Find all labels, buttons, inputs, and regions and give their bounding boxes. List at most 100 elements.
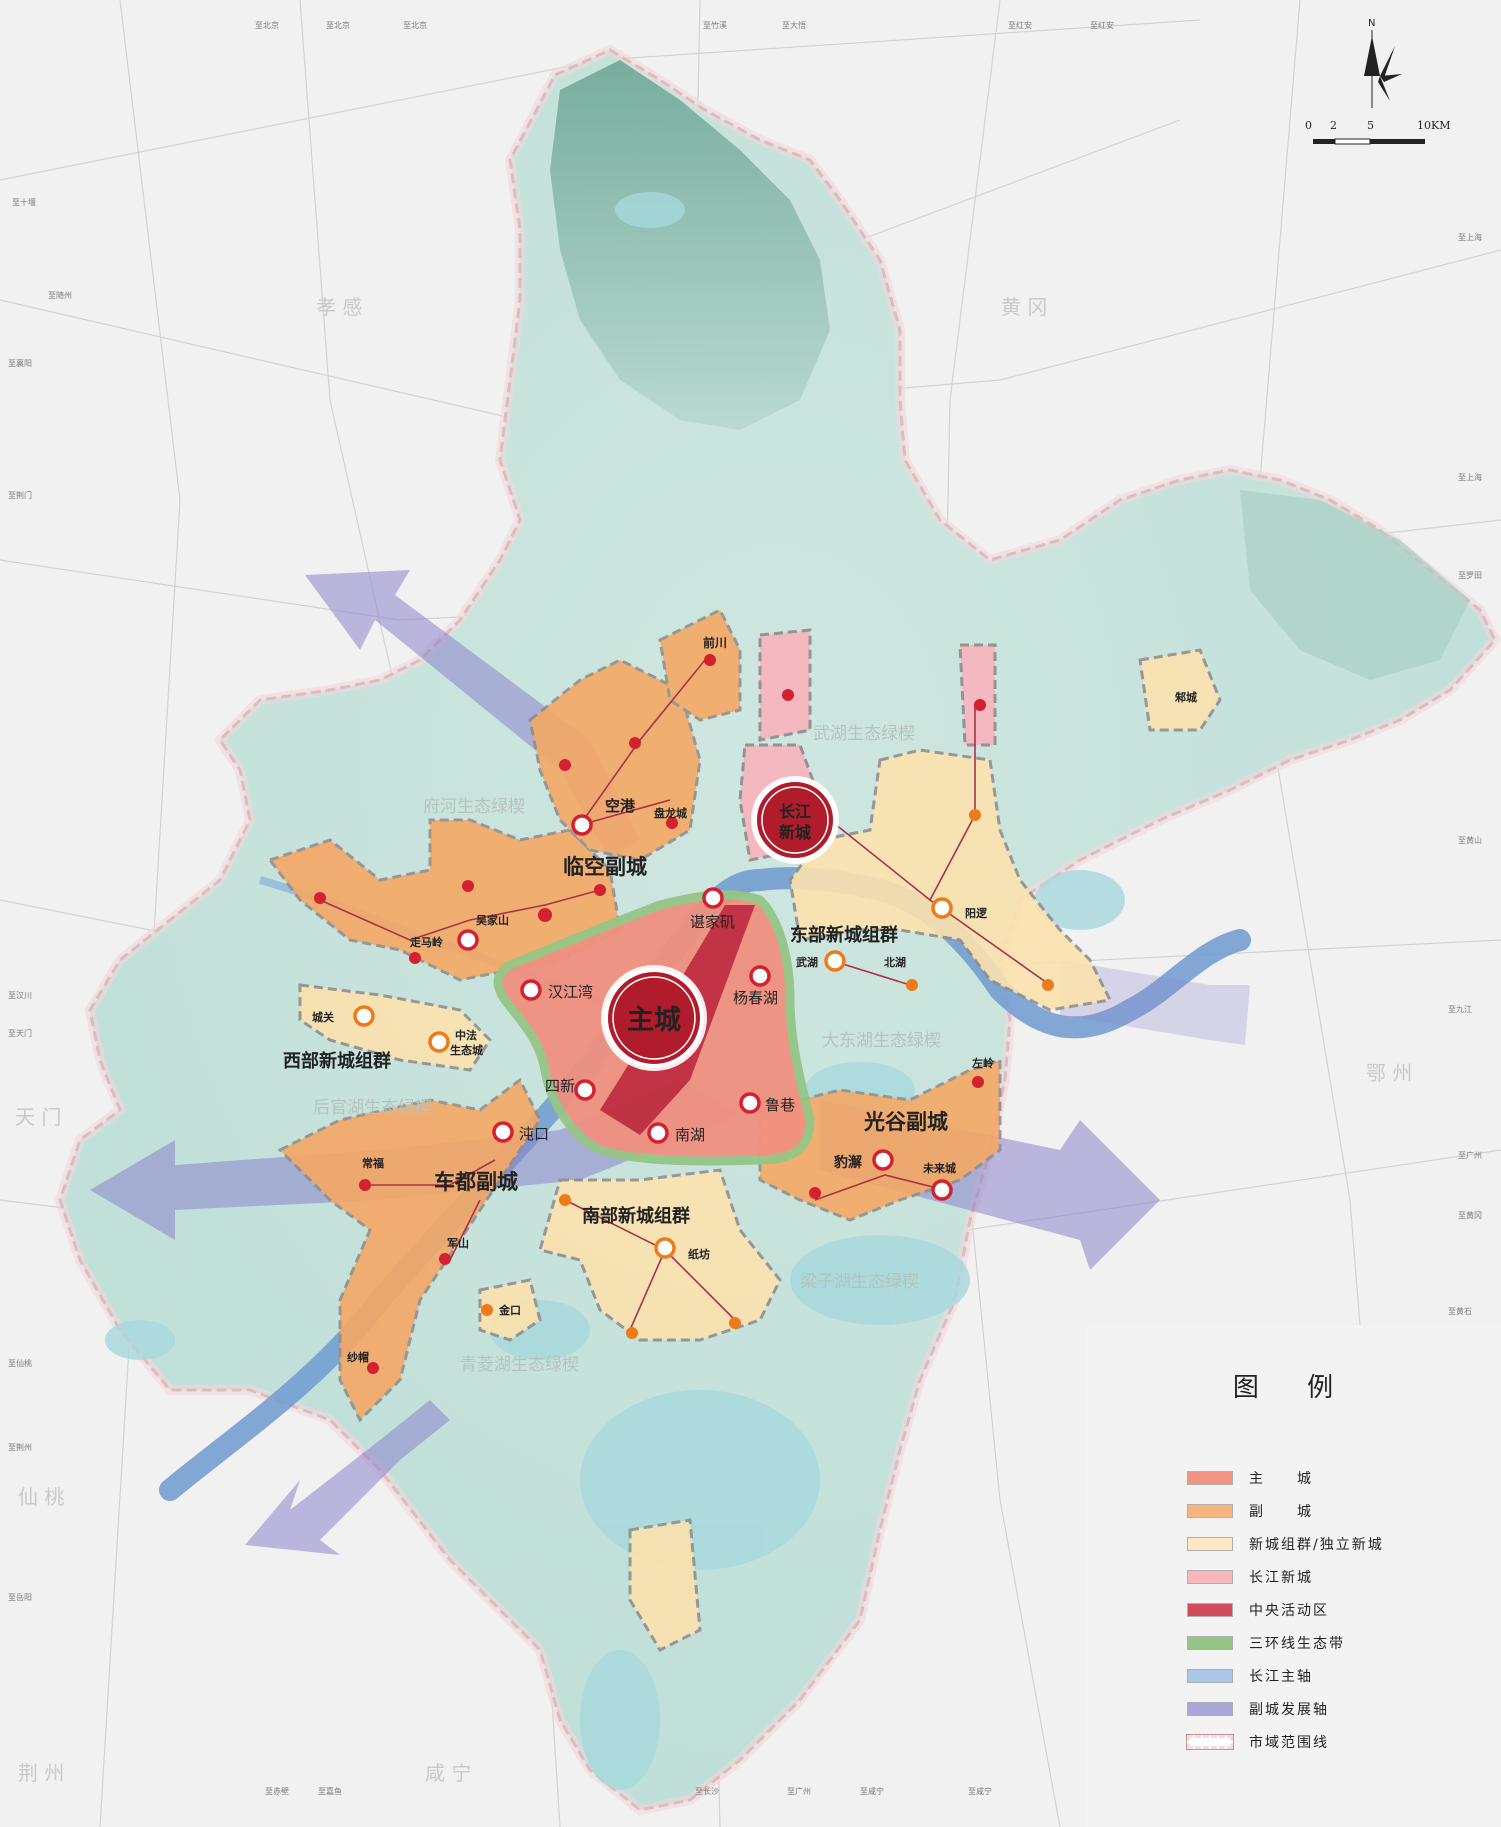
lakes bbox=[105, 192, 1125, 1790]
northern-mountains bbox=[550, 60, 830, 430]
edge-w4: 至襄阳 bbox=[8, 358, 32, 368]
edge-n5: 至大悟 bbox=[782, 20, 806, 30]
linkong-subcity-area bbox=[267, 818, 622, 982]
edge-e8: 至黄石 bbox=[1448, 1306, 1472, 1316]
region-xiaogan: 孝 感 bbox=[316, 295, 362, 319]
wedge-houguanhu: 后官湖生态绿楔 bbox=[313, 1098, 432, 1118]
green-wedge-labels: 府河生态绿楔 武湖生态绿楔 大东湖生态绿楔 后官湖生态绿楔 梁子湖生态绿楔 青菱… bbox=[313, 724, 941, 1375]
boundary-halo bbox=[54, 44, 1501, 1816]
orange-ring-nodes bbox=[353, 897, 953, 1259]
red-ring-nodes bbox=[457, 814, 953, 1201]
edge-s6: 至广州 bbox=[787, 1786, 811, 1796]
south-cluster-label: 南部新城组群 bbox=[582, 1205, 690, 1227]
legend-swatch bbox=[1187, 1636, 1233, 1650]
region-ezhou: 鄂 州 bbox=[1366, 1061, 1412, 1085]
edge-w3: 至荆门 bbox=[8, 490, 32, 500]
edge-n7: 至红安 bbox=[1090, 20, 1114, 30]
place-jinkou: 金口 bbox=[498, 1303, 521, 1317]
legend-swatch bbox=[1187, 1537, 1233, 1551]
edge-e2: 至上海 bbox=[1458, 472, 1482, 482]
main-city-label: 主城 bbox=[627, 1005, 681, 1036]
place-junshan: 军山 bbox=[447, 1236, 469, 1250]
place-zhuankou: 沌口 bbox=[519, 1125, 549, 1143]
south-independent-area bbox=[628, 1518, 702, 1652]
edge-e1: 至上海 bbox=[1458, 232, 1482, 242]
place-beihu: 北湖 bbox=[884, 955, 906, 969]
place-panlongcheng: 盘龙城 bbox=[654, 806, 687, 820]
place-changfu: 常福 bbox=[362, 1156, 384, 1170]
place-zuoling: 左岭 bbox=[971, 1056, 994, 1070]
legend-item: 长江主轴 bbox=[1187, 1665, 1313, 1687]
legend-item: 三环线生态带 bbox=[1187, 1632, 1345, 1654]
legend-label: 长江新城 bbox=[1249, 1570, 1313, 1586]
edge-s4: 至嘉鱼 bbox=[318, 1786, 342, 1796]
wedge-fuhe: 府河生态绿楔 bbox=[423, 797, 525, 817]
region-tianmen: 天 门 bbox=[15, 1105, 61, 1129]
place-zoumaling: 走马岭 bbox=[409, 935, 443, 949]
place-labels: 前川 空港 盘龙城 吴家山 走马岭 城关 中法 生态城 汉江湾 四新 沌口 常福… bbox=[312, 635, 1197, 1364]
wedge-liangzihu: 梁子湖生态绿楔 bbox=[800, 1272, 919, 1292]
changjiang-new-city-badge: 长江 新城 bbox=[751, 776, 839, 864]
chedu-subcity-area bbox=[277, 1077, 542, 1423]
legend-item: 新城组群/独立新城 bbox=[1187, 1533, 1384, 1555]
compass-icon: N bbox=[1362, 18, 1402, 108]
east-cluster-area bbox=[788, 748, 1113, 1012]
edge-w8: 至荆州 bbox=[8, 1442, 32, 1452]
legend-item: 主 城 bbox=[1187, 1467, 1313, 1489]
place-konggang: 空港 bbox=[605, 797, 636, 815]
place-sixin: 四新 bbox=[545, 1077, 575, 1095]
place-baoxie: 豹澥 bbox=[833, 1154, 862, 1171]
changjiang-badge-line1: 长江 bbox=[779, 802, 811, 821]
legend-label: 新城组群/独立新城 bbox=[1249, 1537, 1384, 1553]
legend-swatch bbox=[1187, 1669, 1233, 1683]
legend-item: 长江新城 bbox=[1187, 1566, 1313, 1588]
edge-n6: 至红安 bbox=[1008, 20, 1032, 30]
legend-item: 市域范围线 bbox=[1186, 1731, 1329, 1753]
edge-n2: 至北京 bbox=[326, 20, 350, 30]
north-arrow: N bbox=[1350, 16, 1410, 120]
west-cluster-label: 西部新城组群 bbox=[283, 1050, 391, 1072]
legend-label: 副 城 bbox=[1249, 1504, 1313, 1520]
place-yangchunhu: 杨春湖 bbox=[733, 989, 778, 1007]
place-wuhu: 武湖 bbox=[796, 955, 818, 969]
guanggu-subcity-label: 光谷副城 bbox=[863, 1110, 948, 1134]
compass-label: N bbox=[1368, 18, 1375, 29]
edge-s3: 至赤壁 bbox=[265, 1786, 289, 1796]
legend-swatch bbox=[1187, 1471, 1233, 1485]
place-nanhu: 南湖 bbox=[675, 1126, 705, 1144]
chedu-subcity-label: 车都副城 bbox=[434, 1170, 518, 1194]
main-city-badge: 主城 bbox=[601, 965, 707, 1071]
wedge-dadonghu: 大东湖生态绿楔 bbox=[822, 1031, 941, 1051]
edge-n3: 至北京 bbox=[403, 20, 427, 30]
legend-title: 图 例 bbox=[1232, 1373, 1354, 1403]
region-labels: 孝 感 黄 冈 鄂 州 天 门 仙 桃 荆 州 咸 宁 bbox=[15, 295, 1412, 1785]
center-dots bbox=[314, 654, 986, 1374]
legend-label: 主 城 bbox=[1249, 1471, 1313, 1487]
place-zhongfa-2: 生态城 bbox=[450, 1043, 483, 1057]
edge-n4: 至竹溪 bbox=[703, 20, 727, 30]
edge-w5: 至天门 bbox=[8, 1028, 32, 1038]
legend-swatch bbox=[1187, 1603, 1233, 1617]
edge-w1: 至十堰 bbox=[12, 197, 36, 207]
zhucheng-area bbox=[1138, 648, 1222, 732]
edge-n1: 至北京 bbox=[255, 20, 279, 30]
konggang-area bbox=[528, 658, 702, 862]
place-luxiang: 鲁巷 bbox=[765, 1096, 795, 1114]
wedge-qinglinghu: 青菱湖生态绿楔 bbox=[460, 1355, 579, 1375]
edge-w6: 至汉川 bbox=[8, 991, 32, 1000]
edge-w7: 至仙桃 bbox=[8, 1358, 32, 1368]
legend-label: 长江主轴 bbox=[1249, 1669, 1313, 1685]
edge-s7: 至咸宁 bbox=[968, 1786, 992, 1796]
scale-tick-10: 10KM bbox=[1417, 119, 1450, 132]
scale-tick-0: 0 bbox=[1305, 119, 1312, 132]
place-qianchuan: 前川 bbox=[703, 635, 727, 650]
legend-label: 市域范围线 bbox=[1249, 1735, 1329, 1751]
changjiang-new-city-areas bbox=[738, 628, 997, 862]
edge-e4: 至黄山 bbox=[1458, 835, 1482, 845]
legend-label: 副城发展轴 bbox=[1249, 1702, 1329, 1718]
place-chenjiaji: 谌家矶 bbox=[690, 913, 735, 931]
region-xianning: 咸 宁 bbox=[425, 1761, 471, 1785]
place-chengguan: 城关 bbox=[312, 1010, 334, 1024]
